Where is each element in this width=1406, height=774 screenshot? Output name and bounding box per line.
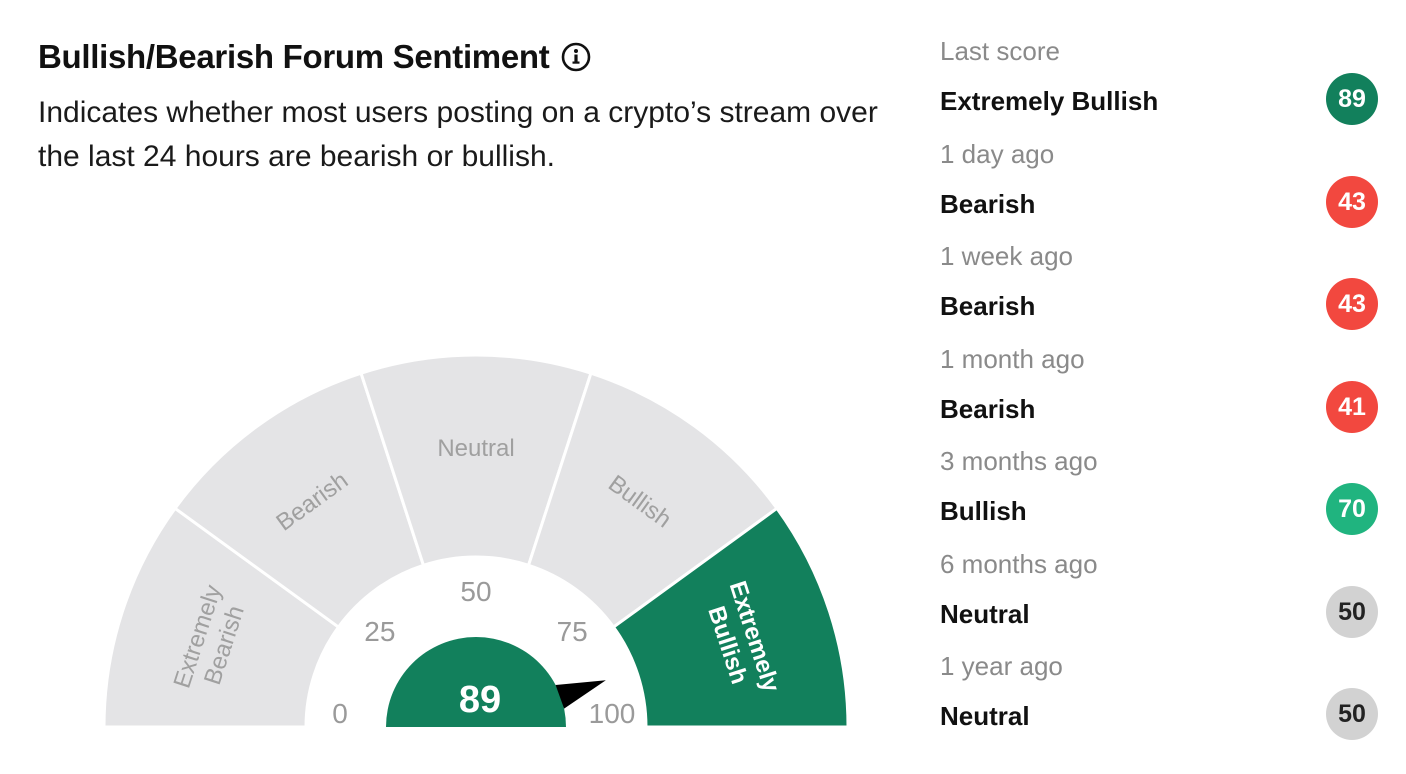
history-score-badge: 89: [1326, 73, 1378, 125]
history-score-badge: 43: [1326, 278, 1378, 330]
history-period: 1 day ago: [940, 138, 1055, 169]
history-score-badge: 50: [1326, 688, 1378, 740]
gauge-tick-100: 100: [589, 698, 636, 729]
score-value: 89: [459, 679, 501, 721]
history-period: 1 month ago: [940, 343, 1085, 374]
history-sentiment-label: Extremely Bullish: [940, 86, 1159, 116]
gauge-segment-neutral: [359, 353, 593, 568]
history-period: 1 year ago: [940, 651, 1063, 681]
info-icon[interactable]: [561, 42, 591, 72]
sentiment-gauge: ExtremelyBearishBearishNeutralBullishExt…: [102, 353, 850, 729]
history-period: 6 months ago: [940, 548, 1098, 579]
history-period: Last score: [940, 36, 1060, 66]
page-title: Bullish/Bearish Forum Sentiment: [38, 38, 550, 75]
history-score-badge: 70: [1326, 483, 1378, 535]
history-score-badge: 43: [1326, 175, 1378, 228]
history-period: 1 week ago: [940, 241, 1073, 271]
gauge-segment-extremely-bullish: [611, 506, 850, 727]
gauge-segment-extremely-bearish: [102, 506, 341, 727]
page-description: Indicates whether most users posting on …: [38, 96, 878, 173]
history-period: 3 months ago: [940, 446, 1098, 476]
score-disc: [386, 637, 566, 727]
gauge-tick-0: 0: [332, 698, 348, 729]
gauge-tick-75: 75: [557, 616, 588, 647]
gauge-segment-label: Neutral: [437, 435, 514, 462]
history-sentiment-label: Neutral: [940, 598, 1030, 629]
history-sentiment-label: Neutral: [940, 701, 1030, 731]
history-score-badge: 41: [1326, 380, 1378, 433]
title-row: Bullish/Bearish Forum Sentiment: [38, 38, 591, 76]
gauge-tick-50: 50: [460, 576, 491, 607]
gauge-needle: [555, 680, 606, 709]
gauge-segment-label: ExtremelyBullish: [697, 578, 785, 705]
history-sentiment-label: Bullish: [940, 496, 1027, 526]
history-sentiment-label: Bearish: [940, 291, 1036, 321]
history-sentiment-label: Bearish: [940, 393, 1036, 424]
gauge-tick-25: 25: [364, 616, 395, 647]
history-score-badge: 50: [1326, 585, 1378, 638]
gauge-segment-bearish: [172, 371, 426, 630]
history-sentiment-label: Bearish: [940, 188, 1036, 219]
gauge-segment-bullish: [526, 371, 780, 630]
